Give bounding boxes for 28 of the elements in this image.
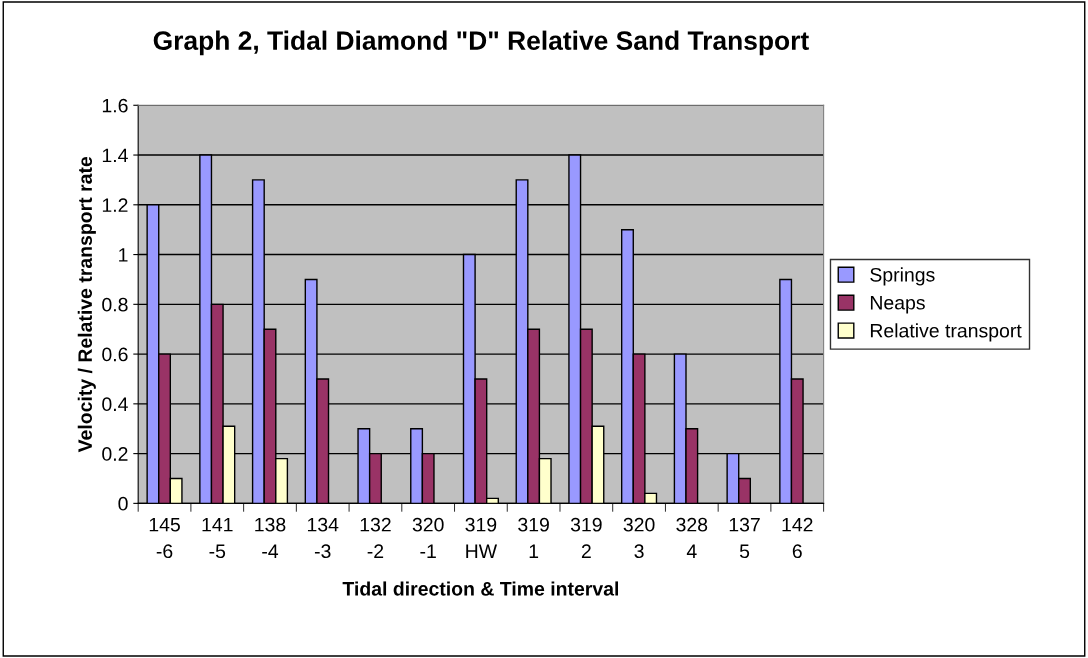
x-tick-label: 319 2 xyxy=(570,517,602,558)
y-tick-label: 0.4 xyxy=(102,397,128,412)
x-axis-title: Tidal direction & Time interval xyxy=(342,581,619,596)
y-tick-label: 1.6 xyxy=(102,98,128,113)
x-tick-label: 320 3 xyxy=(623,517,655,559)
chart-title: Graph 2, Tidal Diamond "D" Relative Sand Transport xyxy=(153,30,809,56)
y-tick-label: 0.6 xyxy=(102,347,128,362)
x-tick-label: 137 5 xyxy=(729,517,760,559)
x-tick-label: 138 -4 xyxy=(255,517,286,558)
y-tick-label: 1.4 xyxy=(102,148,128,163)
x-tick-label: 320 -1 xyxy=(412,517,444,558)
x-tick-label: 141 -5 xyxy=(202,517,233,559)
x-tick-label: 142 6 xyxy=(782,517,813,559)
y-tick-label: 0 xyxy=(118,496,128,511)
x-tick-label: 319 1 xyxy=(518,517,549,558)
x-tick-label: 145 -6 xyxy=(149,517,180,559)
y-tick-label: 1.2 xyxy=(102,198,128,212)
legend-label: Springs xyxy=(870,267,935,286)
legend-label: Neaps xyxy=(870,296,925,314)
y-tick-label: 0.8 xyxy=(102,297,128,312)
legend-label: Relative transport xyxy=(870,323,1022,342)
x-tick-label: 328 4 xyxy=(676,517,708,558)
x-tick-label: 319 HW xyxy=(465,517,498,558)
y-tick-label: 1 xyxy=(119,248,128,262)
y-tick-label: 0.2 xyxy=(102,447,128,461)
y-axis-title: Velocity / Relative transport rate xyxy=(77,156,96,453)
x-tick-label: 134 -3 xyxy=(307,517,339,559)
x-tick-label: 132 -2 xyxy=(360,517,391,558)
